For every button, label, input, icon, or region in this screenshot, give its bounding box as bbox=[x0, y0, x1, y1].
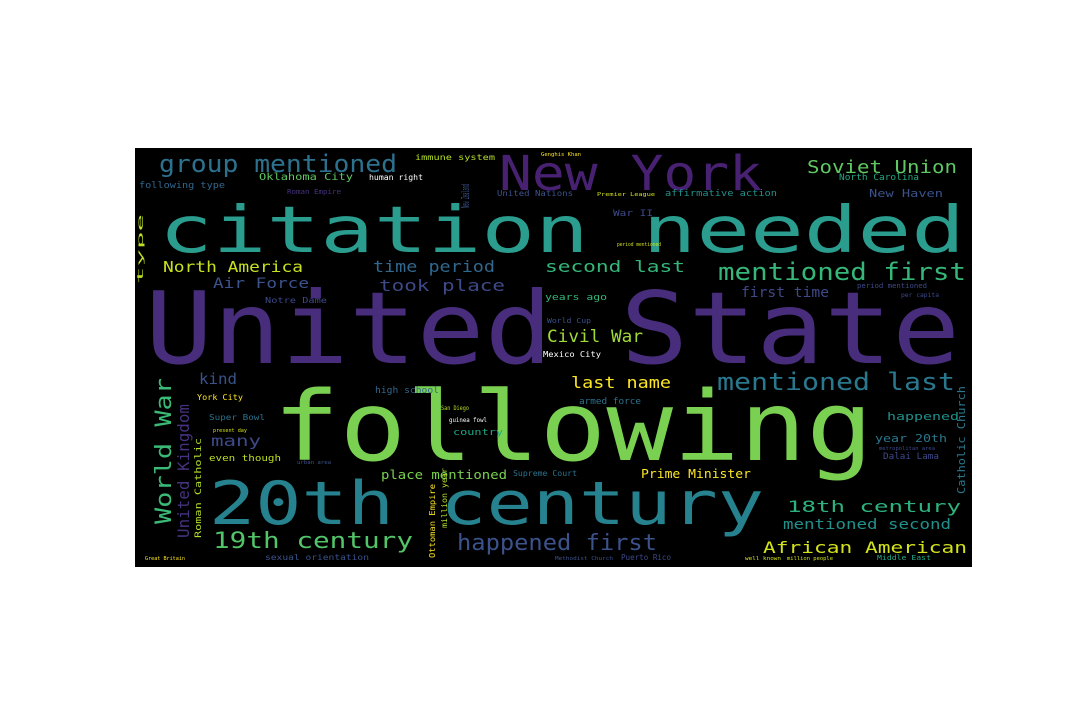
word-soviet-union: Soviet Union bbox=[807, 157, 957, 178]
word-north-america: North America bbox=[163, 258, 303, 276]
word-20th-century: 20th century bbox=[209, 469, 764, 539]
word-york-city: York City bbox=[197, 393, 243, 402]
word-mexico-city: Mexico City bbox=[543, 350, 601, 359]
word-19th-century: 19th century bbox=[213, 529, 413, 554]
word-second-last: second last bbox=[545, 257, 685, 276]
word-methodist-church: Methodist Church bbox=[555, 556, 613, 562]
word-million-year: million year bbox=[440, 468, 449, 528]
word-metropolitan-area: metropolitan area bbox=[879, 446, 935, 452]
word-united-state: United State bbox=[145, 270, 960, 387]
word-last-name: last name bbox=[571, 373, 671, 392]
word-mentioned-first: mentioned first bbox=[718, 258, 966, 286]
word-world-war: World War bbox=[152, 378, 177, 524]
word-happened-first: happened first bbox=[457, 531, 657, 556]
word-puerto-rico: Puerto Rico bbox=[621, 553, 671, 562]
word-united-kingdom: 18th century bbox=[787, 497, 962, 516]
word-first-time: first time bbox=[741, 285, 829, 301]
word-civil-war: Civil War bbox=[547, 327, 643, 347]
word-catholic-church: Catholic Church bbox=[955, 386, 968, 494]
word-period-mentioned: period mentioned bbox=[857, 282, 927, 290]
word-18th-century: United Kingdom bbox=[174, 404, 193, 538]
word-guinea-fowl: guinea fowl bbox=[449, 417, 487, 424]
word-high-school: high school bbox=[375, 386, 439, 396]
word-war-ii: War II bbox=[613, 209, 653, 219]
word-mentioned-second: mentioned second bbox=[783, 517, 951, 533]
word-air-force: Air Force bbox=[213, 276, 309, 292]
word-world-cup: World Cup bbox=[547, 317, 591, 325]
word-new-zealand: Genghis Khan bbox=[541, 152, 581, 158]
word-immune-system: immune system bbox=[415, 153, 495, 162]
word-super-bowl: Super Bowl bbox=[209, 413, 265, 422]
word-took-place: took place bbox=[379, 276, 505, 295]
word-new-haven: New Haven bbox=[869, 187, 943, 200]
word-north-carolina: North Carolina bbox=[839, 173, 919, 183]
word-present-day: present day bbox=[213, 428, 247, 434]
word-middle-east: Middle East bbox=[877, 554, 931, 562]
word-oklahoma-city: Oklahoma City bbox=[259, 172, 353, 183]
word-roman-empire: Roman Empire bbox=[287, 188, 341, 196]
word-many: many bbox=[211, 432, 261, 450]
word-type: New Zealand bbox=[459, 184, 472, 208]
word-cloud: United State following citation needed 2… bbox=[135, 148, 972, 567]
word-following: following bbox=[273, 371, 873, 483]
word-new-york: New York bbox=[499, 148, 762, 202]
word-genghis-khan: period mentioned bbox=[617, 242, 661, 248]
word-affirmative-action: affirmative action bbox=[665, 189, 777, 199]
word-time-period: time period bbox=[373, 257, 495, 276]
word-african-american: African American bbox=[763, 538, 967, 557]
word-great-britain: Great Britain bbox=[145, 556, 185, 562]
word-supreme-court: Supreme Court bbox=[513, 469, 577, 478]
word-prime-minister: Prime Minister bbox=[641, 467, 751, 481]
word-group-mentioned: group mentioned bbox=[159, 150, 397, 178]
word-premier-league: Premier League bbox=[597, 192, 655, 198]
word-human-right: human right bbox=[369, 173, 423, 182]
word-place-mentioned: place mentioned bbox=[381, 468, 507, 482]
word-year-20th: year 20th bbox=[875, 432, 947, 445]
word-citation-needed: citation needed bbox=[159, 194, 965, 268]
word-well-known: well known bbox=[745, 556, 781, 562]
word-san-diego: San Diego bbox=[441, 405, 469, 412]
word-million-people: million people bbox=[787, 556, 833, 562]
word-urban-area: urban area bbox=[297, 460, 331, 466]
word-sexual-orientation: sexual orientation bbox=[265, 553, 369, 562]
word-even-though: even though bbox=[209, 454, 281, 464]
word-cloud-svg: United State following citation needed 2… bbox=[136, 148, 968, 562]
word-united-nations: United Nations bbox=[497, 189, 573, 198]
word-mentioned-last: mentioned last bbox=[717, 368, 955, 396]
word-ottoman-empire: Ottoman Empire bbox=[428, 484, 437, 558]
word-kind: kind bbox=[199, 370, 237, 388]
word-country: country bbox=[453, 428, 504, 438]
word-happened: happened bbox=[887, 410, 959, 423]
word-per-capita: per capita bbox=[901, 292, 939, 299]
word-years-ago: years ago bbox=[545, 293, 607, 303]
word-following-type: following type bbox=[139, 181, 225, 191]
word-armed-force: armed force bbox=[579, 397, 641, 407]
word-happened-later: type bbox=[136, 213, 145, 284]
word-dalai-lama: Dalai Lama bbox=[883, 452, 939, 462]
word-notre-dame: Notre Dame bbox=[265, 296, 327, 305]
word-roman-catholic: Roman Catholic bbox=[194, 438, 204, 538]
